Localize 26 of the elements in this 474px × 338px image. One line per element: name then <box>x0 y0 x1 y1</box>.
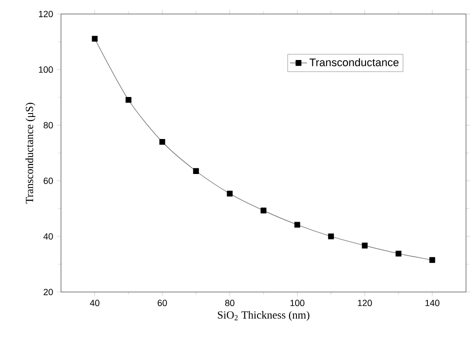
point <box>226 190 233 196</box>
y-tick-label: 40 <box>43 233 53 240</box>
point <box>92 36 98 42</box>
x-axis-title: SiO$_{2}$ Thickness (nm) <box>218 310 310 321</box>
x-tick-label: 100 <box>290 300 304 306</box>
point <box>159 138 166 145</box>
y-tick-label: 60 <box>44 178 53 184</box>
y-tick-label: 20 <box>44 288 53 296</box>
point <box>328 234 334 240</box>
point <box>126 97 132 103</box>
point <box>193 168 199 174</box>
legend-label: Transconductance <box>310 58 399 66</box>
point <box>260 208 266 214</box>
x-tick-label: 80 <box>225 300 234 306</box>
y-tick-label: 100 <box>38 66 53 73</box>
x-tick-label: 40 <box>90 300 100 306</box>
point <box>294 222 300 228</box>
point <box>429 257 436 263</box>
point <box>396 250 402 257</box>
x-tick-label: 60 <box>158 300 167 306</box>
point <box>362 242 368 248</box>
y-axis-title: Transconductance (μS) <box>25 102 36 204</box>
y-tick-label: 80 <box>44 122 53 128</box>
y-tick-label: 120 <box>38 10 53 18</box>
x-tick-label: 140 <box>425 300 440 306</box>
x-tick-label: 120 <box>358 300 372 306</box>
